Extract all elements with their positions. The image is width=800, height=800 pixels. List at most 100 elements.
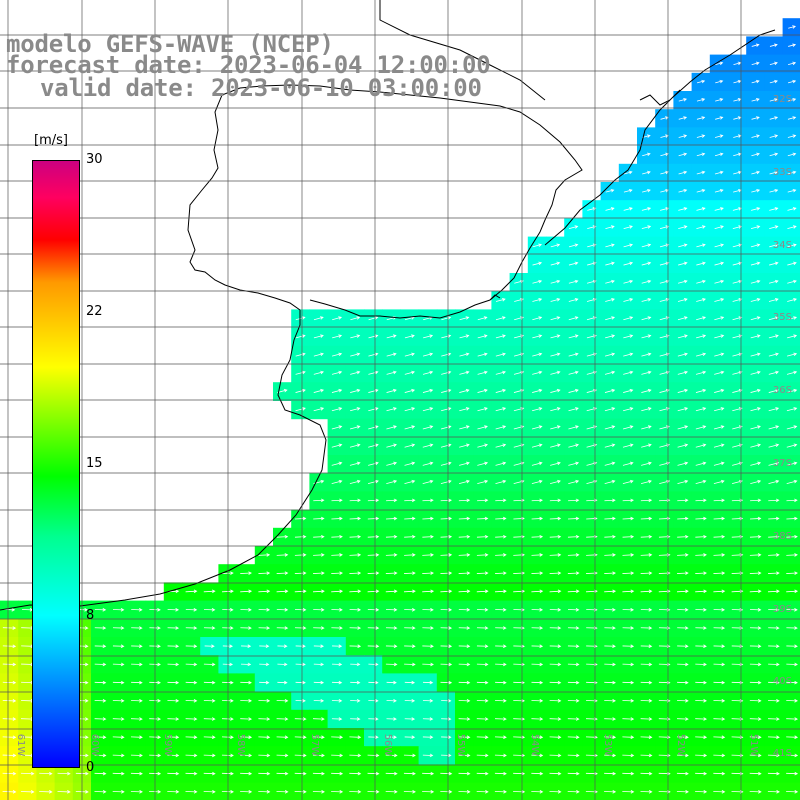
wind-arrow	[677, 388, 689, 393]
wind-arrow	[751, 43, 760, 47]
wind-arrow	[732, 279, 743, 284]
wind-arrow	[605, 243, 615, 248]
lat-label: 37S	[773, 458, 792, 469]
wind-arrow	[568, 352, 579, 357]
wind-arrow	[422, 352, 434, 357]
wind-arrow	[131, 699, 143, 703]
wind-arrow	[786, 680, 798, 685]
wind-arrow	[295, 662, 306, 667]
wind-arrow	[749, 699, 762, 703]
wind-arrow	[750, 352, 761, 357]
wind-arrow	[313, 680, 325, 685]
wind-arrow	[313, 516, 325, 521]
wind-arrow	[749, 589, 762, 594]
wind-arrow	[677, 626, 689, 630]
wind-arrow	[131, 662, 143, 667]
wind-arrow	[767, 790, 780, 794]
wind-arrow	[531, 644, 544, 648]
wind-arrow	[386, 680, 397, 685]
wind-arrow	[751, 188, 761, 193]
wind-arrow	[696, 79, 706, 84]
wind-arrow	[350, 334, 361, 339]
wind-arrow	[768, 699, 780, 703]
wind-cell	[254, 782, 274, 800]
wind-arrow	[385, 589, 398, 594]
wind-arrow	[768, 680, 780, 685]
wind-arrow	[550, 261, 561, 266]
wind-arrow	[422, 608, 434, 612]
wind-arrow	[349, 571, 362, 575]
wind-arrow	[458, 662, 471, 667]
wind-arrow	[622, 461, 634, 466]
wind-cell	[436, 782, 456, 800]
wind-arrow	[458, 516, 471, 521]
wind-arrow	[495, 388, 507, 393]
wind-arrow	[768, 298, 779, 302]
wind-arrow	[549, 699, 562, 703]
wind-arrow	[640, 626, 653, 630]
wind-arrow	[676, 771, 689, 776]
wind-arrow	[495, 298, 506, 302]
wind-arrow	[112, 699, 125, 703]
colorbar-tick-0: 0	[86, 760, 95, 775]
wind-arrow	[440, 644, 453, 648]
wind-arrow	[732, 261, 743, 266]
wind-arrow	[495, 479, 507, 485]
lat-label: 33S	[773, 167, 792, 178]
wind-arrow	[313, 608, 325, 612]
wind-arrow	[642, 152, 651, 157]
wind-arrow	[787, 261, 797, 266]
lon-label: 56W	[382, 734, 393, 757]
wind-arrow	[605, 334, 616, 339]
wind-arrow	[332, 662, 343, 667]
wind-arrow	[112, 608, 125, 612]
wind-arrow	[549, 626, 562, 630]
wind-arrow	[349, 461, 361, 466]
wind-arrow	[642, 170, 651, 175]
wind-arrow	[495, 534, 507, 539]
wind-arrow	[732, 407, 743, 412]
wind-arrow	[277, 662, 288, 667]
wind-arrow	[532, 298, 543, 302]
wind-arrow	[240, 771, 253, 776]
wind-arrow	[532, 370, 543, 375]
wind-arrow	[788, 25, 796, 29]
wind-arrow	[441, 735, 452, 739]
wind-arrow	[240, 717, 253, 721]
wind-arrow	[494, 790, 507, 794]
wind-arrow	[477, 425, 488, 430]
wind-arrow	[604, 388, 616, 393]
wind-arrow	[404, 461, 416, 466]
wind-arrow	[222, 571, 234, 575]
wind-arrow	[713, 699, 726, 703]
wind-arrow	[714, 261, 725, 266]
wind-arrow	[331, 388, 343, 393]
wind-arrow	[404, 662, 416, 667]
wind-arrow	[276, 571, 289, 575]
wind-arrow	[787, 298, 797, 302]
wind-arrow	[568, 279, 579, 284]
wind-arrow	[495, 461, 507, 466]
wind-arrow	[677, 316, 688, 321]
wind-arrow	[294, 553, 307, 557]
wind-arrow	[531, 498, 543, 503]
wind-arrow	[640, 717, 653, 721]
wind-arrow	[677, 352, 688, 357]
wind-arrow	[749, 680, 762, 685]
wind-arrow	[786, 443, 798, 448]
lat-label: 39S	[773, 604, 792, 615]
wind-arrow	[422, 370, 434, 375]
wind-arrow	[622, 717, 635, 721]
wind-arrow	[440, 425, 452, 430]
wind-arrow	[623, 170, 633, 175]
wind-arrow	[623, 352, 634, 357]
wind-arrow	[678, 116, 688, 120]
wind-arrow	[549, 498, 562, 503]
wind-arrow	[331, 425, 343, 430]
wind-cell	[618, 782, 638, 800]
wind-arrow	[768, 479, 780, 485]
wind-arrow	[203, 662, 216, 667]
wind-arrow	[659, 334, 670, 339]
wind-arrow	[313, 370, 324, 375]
